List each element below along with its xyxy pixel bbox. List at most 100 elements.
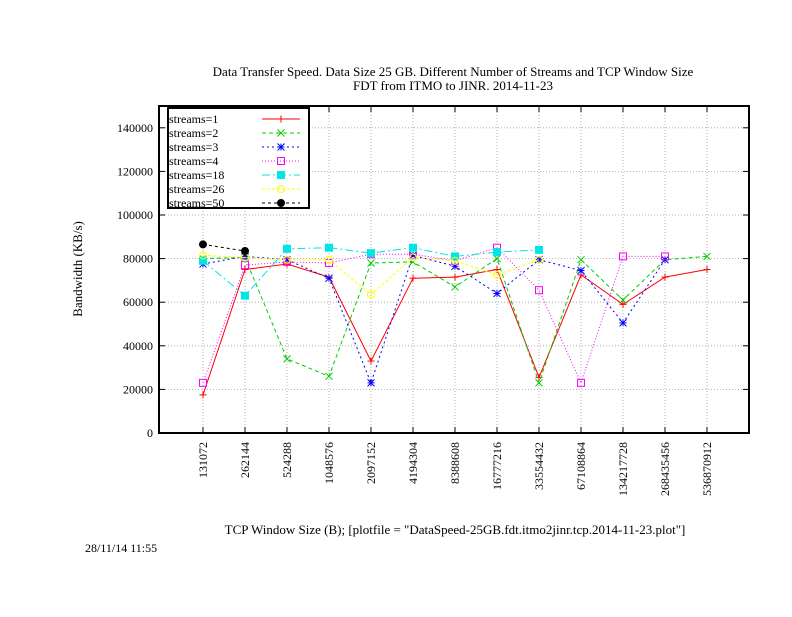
data-point bbox=[409, 253, 417, 262]
x-tick-label: 262144 bbox=[238, 442, 252, 478]
legend-item: streams=1 bbox=[169, 112, 300, 126]
legend-marker bbox=[277, 129, 285, 137]
plot-border bbox=[158, 105, 750, 434]
data-point bbox=[409, 274, 417, 282]
data-point bbox=[199, 378, 207, 387]
y-axis-label: Bandwidth (KB/s) bbox=[70, 221, 85, 317]
data-point bbox=[493, 289, 501, 298]
legend-label: streams=2 bbox=[169, 126, 218, 140]
x-tick-label: 134217728 bbox=[616, 442, 630, 496]
legend-item: streams=18 bbox=[169, 168, 300, 182]
data-point bbox=[241, 246, 249, 255]
data-point bbox=[409, 258, 417, 266]
chart-subtitle: FDT from ITMO to JINR. 2014-11-23 bbox=[353, 78, 553, 93]
data-point bbox=[283, 257, 291, 266]
x-tick-label: 524288 bbox=[280, 442, 294, 478]
x-tick-label: 33554432 bbox=[532, 442, 546, 490]
x-tick-label: 1048576 bbox=[322, 442, 336, 484]
x-tick-label: 131072 bbox=[196, 442, 210, 478]
legend-item: streams=26 bbox=[169, 182, 300, 196]
data-point bbox=[325, 255, 333, 264]
legend-item: streams=3 bbox=[169, 140, 300, 154]
x-tick-label: 4194304 bbox=[406, 442, 420, 484]
y-tick-label: 60000 bbox=[123, 295, 153, 309]
data-point bbox=[241, 266, 249, 273]
series-line bbox=[202, 247, 540, 297]
data-point bbox=[451, 273, 459, 281]
data-point bbox=[199, 256, 207, 265]
y-tick-label: 120000 bbox=[117, 164, 153, 178]
y-tick-label: 20000 bbox=[123, 382, 153, 396]
x-axis-label: TCP Window Size (B); [plotfile = "DataSp… bbox=[225, 522, 686, 537]
data-point bbox=[451, 283, 459, 291]
series-line bbox=[202, 254, 666, 385]
data-point bbox=[325, 274, 333, 283]
series-streams-3 bbox=[199, 251, 669, 387]
series-line bbox=[202, 254, 540, 296]
y-tick-label: 0 bbox=[147, 426, 153, 440]
legend-box bbox=[167, 107, 310, 209]
data-point bbox=[493, 248, 501, 257]
data-point bbox=[661, 252, 669, 261]
data-point bbox=[535, 286, 543, 295]
data-point bbox=[325, 372, 333, 381]
legend-label: streams=4 bbox=[169, 154, 218, 168]
legend-marker bbox=[277, 171, 285, 179]
data-point bbox=[703, 266, 711, 273]
series-line bbox=[202, 243, 246, 252]
series-streams-50 bbox=[199, 240, 249, 255]
series-layer bbox=[199, 240, 711, 399]
data-point bbox=[283, 244, 291, 253]
y-tick-label: 40000 bbox=[123, 339, 153, 353]
data-point bbox=[535, 379, 543, 387]
data-point bbox=[241, 261, 249, 270]
data-point bbox=[577, 266, 585, 275]
legend-marker bbox=[277, 143, 285, 151]
y-tick-label: 100000 bbox=[117, 208, 153, 222]
timestamp: 28/11/14 11:55 bbox=[85, 541, 157, 555]
data-point bbox=[367, 379, 375, 387]
x-tick-label: 268435456 bbox=[658, 442, 672, 496]
data-point bbox=[283, 255, 291, 264]
legend: streams=1streams=2streams=3streams=4stre… bbox=[167, 107, 310, 210]
x-tick-label: 536870912 bbox=[700, 442, 714, 496]
data-point bbox=[451, 256, 459, 265]
data-point bbox=[493, 254, 501, 263]
data-point bbox=[199, 251, 207, 260]
series-streams-1 bbox=[199, 260, 711, 399]
x-tick-label: 16777216 bbox=[490, 442, 504, 490]
data-point bbox=[703, 252, 711, 261]
data-point bbox=[199, 240, 207, 249]
legend-item: streams=4 bbox=[169, 154, 300, 168]
data-point bbox=[619, 252, 627, 261]
y-tick-label: 140000 bbox=[117, 121, 153, 135]
data-point bbox=[241, 291, 249, 300]
legend-label: streams=50 bbox=[169, 196, 224, 210]
data-point bbox=[451, 252, 459, 261]
x-tick-label: 8388608 bbox=[448, 442, 462, 484]
legend-label: streams=18 bbox=[169, 168, 224, 182]
data-point bbox=[283, 355, 291, 363]
chart-title: Data Transfer Speed. Data Size 25 GB. Di… bbox=[213, 64, 694, 79]
legend-item: streams=2 bbox=[169, 126, 300, 140]
y-tick-label: 80000 bbox=[123, 252, 153, 266]
legend-label: streams=26 bbox=[169, 182, 224, 196]
axes: 0 20000 40000 60000 80000 100000 120000 140000 1… bbox=[117, 105, 750, 496]
legend-marker bbox=[277, 115, 285, 123]
legend-item: streams=50 bbox=[169, 196, 300, 210]
legend-marker bbox=[277, 199, 285, 207]
data-point bbox=[535, 255, 543, 264]
series-streams-4 bbox=[199, 243, 669, 387]
x-tick-label: 2097152 bbox=[364, 442, 378, 484]
data-point bbox=[367, 357, 375, 365]
series-line bbox=[202, 247, 665, 385]
data-point bbox=[661, 273, 669, 281]
data-point bbox=[367, 249, 375, 258]
legend-marker bbox=[277, 157, 285, 165]
legend-label: streams=3 bbox=[169, 140, 218, 154]
data-point bbox=[199, 391, 207, 399]
data-point bbox=[325, 243, 333, 252]
data-point bbox=[619, 296, 627, 304]
